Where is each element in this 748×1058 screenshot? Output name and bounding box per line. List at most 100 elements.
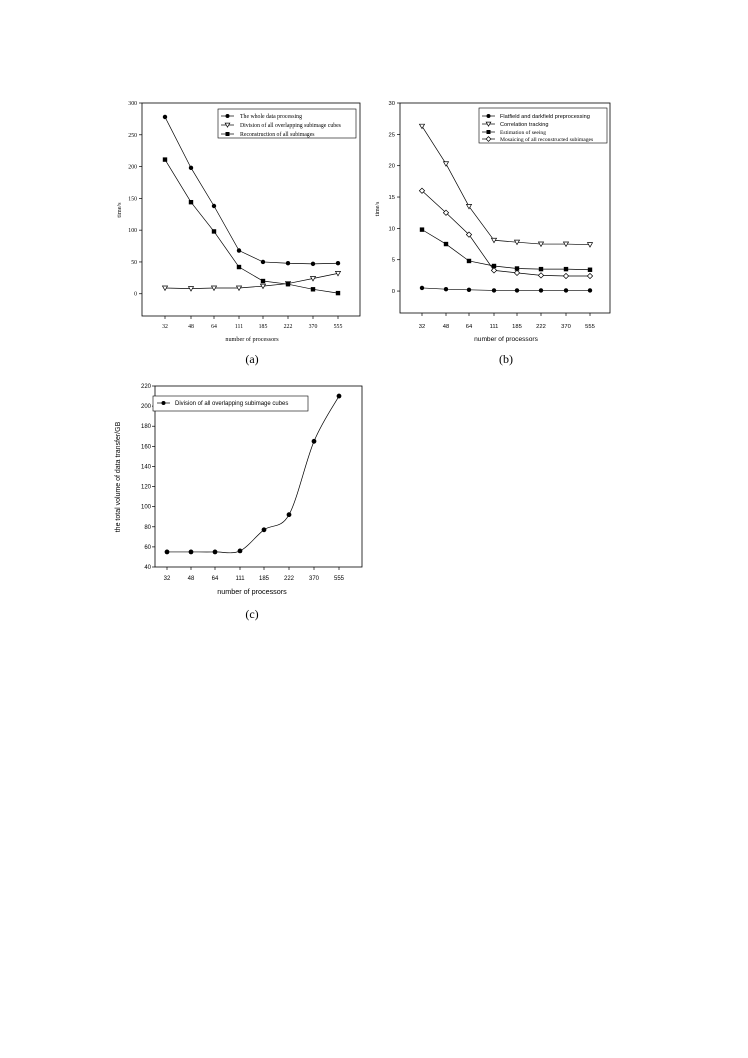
x-axis-title: number of processors [225, 336, 279, 343]
data-point [537, 241, 545, 248]
y-tick-label: 150 [128, 196, 137, 202]
data-point [538, 288, 544, 293]
y-tick-label: 300 [128, 101, 137, 107]
legend-marker [225, 114, 230, 118]
data-point [236, 248, 242, 253]
data-point [285, 261, 291, 266]
y-tick-label: 15 [389, 195, 395, 201]
data-point [335, 261, 341, 266]
data-point [586, 242, 594, 248]
y-axis-title: the total volume of data transfer/GB [115, 421, 122, 532]
legend-marker [486, 130, 491, 134]
x-tick-label: 185 [512, 324, 522, 330]
chart-c: 40 60 80 100 120 140 160 180 200 220 32 48 64 111 185 2… [115, 384, 363, 621]
figure-caption: (c) [245, 607, 258, 621]
data-point [236, 264, 242, 270]
y-tick-label: 100 [128, 228, 137, 234]
y-tick-label: 140 [141, 464, 152, 470]
data-point [335, 290, 341, 296]
y-tick-label: 25 [389, 132, 395, 138]
data-point [188, 549, 194, 555]
data-point [285, 282, 291, 287]
x-tick-label: 185 [259, 576, 270, 582]
chart-a: 0 50 100 150 200 250 300 32 48 64 111 185 222 370 555 n… [116, 101, 361, 366]
x-tick-label: 48 [443, 324, 449, 330]
data-point [259, 283, 267, 290]
data-point [562, 241, 570, 248]
y-tick-label: 200 [141, 404, 152, 410]
data-point [418, 187, 426, 194]
data-point [310, 287, 316, 292]
data-point [443, 241, 449, 247]
data-point [260, 259, 266, 265]
series-line [421, 190, 590, 277]
x-axis-title: number of processors [474, 336, 538, 343]
data-point [418, 123, 426, 130]
x-tick-label: 32 [162, 324, 168, 330]
y-tick-label: 0 [392, 289, 395, 295]
legend-marker [161, 401, 166, 405]
data-point [188, 199, 194, 205]
legend-label: Flatfield and darkfield preprocessing [500, 114, 590, 120]
legend-label: Mosaicing of all reconstructed subimages [500, 136, 593, 143]
data-point [336, 393, 342, 399]
data-point [211, 203, 217, 209]
legend-marker [485, 136, 492, 142]
data-point [513, 239, 521, 246]
x-tick-label: 555 [334, 324, 343, 330]
legend-box [217, 108, 357, 139]
plot-frame [141, 102, 361, 317]
x-tick-label: 370 [561, 324, 571, 330]
series-line [164, 159, 339, 294]
x-tick-label: 64 [466, 324, 473, 330]
data-point [237, 548, 243, 554]
y-tick-label: 80 [144, 525, 151, 531]
data-point [261, 527, 267, 533]
x-tick-label: 32 [164, 576, 171, 582]
data-point [491, 288, 497, 293]
data-point [164, 549, 170, 555]
legend-marker [225, 132, 230, 136]
data-point [161, 285, 169, 292]
data-point [162, 114, 168, 120]
x-tick-label: 32 [419, 324, 425, 330]
data-point [490, 267, 498, 274]
data-point [563, 266, 569, 272]
series-line [421, 229, 591, 271]
figure-caption: (b) [499, 352, 513, 366]
y-tick-label: 60 [144, 545, 151, 551]
legend-box [478, 107, 608, 144]
data-point [210, 285, 218, 292]
data-point [562, 272, 570, 280]
data-point [211, 229, 217, 234]
x-tick-label: 555 [585, 324, 595, 330]
legend-box [152, 395, 309, 412]
figure-caption: (a) [245, 352, 258, 366]
series-line [421, 287, 590, 291]
data-point [442, 161, 450, 167]
legend-marker [486, 114, 491, 118]
y-tick-label: 250 [128, 133, 137, 139]
legend-label: Division of all overlapping subimage cub… [175, 401, 288, 407]
data-point [466, 258, 472, 264]
data-point [443, 286, 449, 292]
data-point [334, 271, 342, 277]
data-point [162, 157, 168, 162]
x-tick-label: 370 [309, 324, 318, 330]
legend-marker [224, 122, 231, 128]
x-tick-label: 222 [536, 324, 546, 330]
plot-frame [399, 102, 611, 314]
legend-label: Estimation of seeing [500, 129, 546, 136]
data-point [563, 288, 569, 293]
data-point [419, 285, 425, 291]
data-point [538, 266, 544, 272]
y-tick-label: 120 [141, 485, 152, 491]
data-point [311, 438, 317, 444]
plot-frame [154, 385, 363, 568]
y-tick-label: 0 [134, 292, 137, 298]
legend-label: Division of all overlapping subimage cub… [240, 122, 342, 129]
data-point [235, 285, 243, 292]
data-point [465, 231, 473, 238]
data-point [212, 549, 218, 555]
data-point [442, 209, 450, 216]
